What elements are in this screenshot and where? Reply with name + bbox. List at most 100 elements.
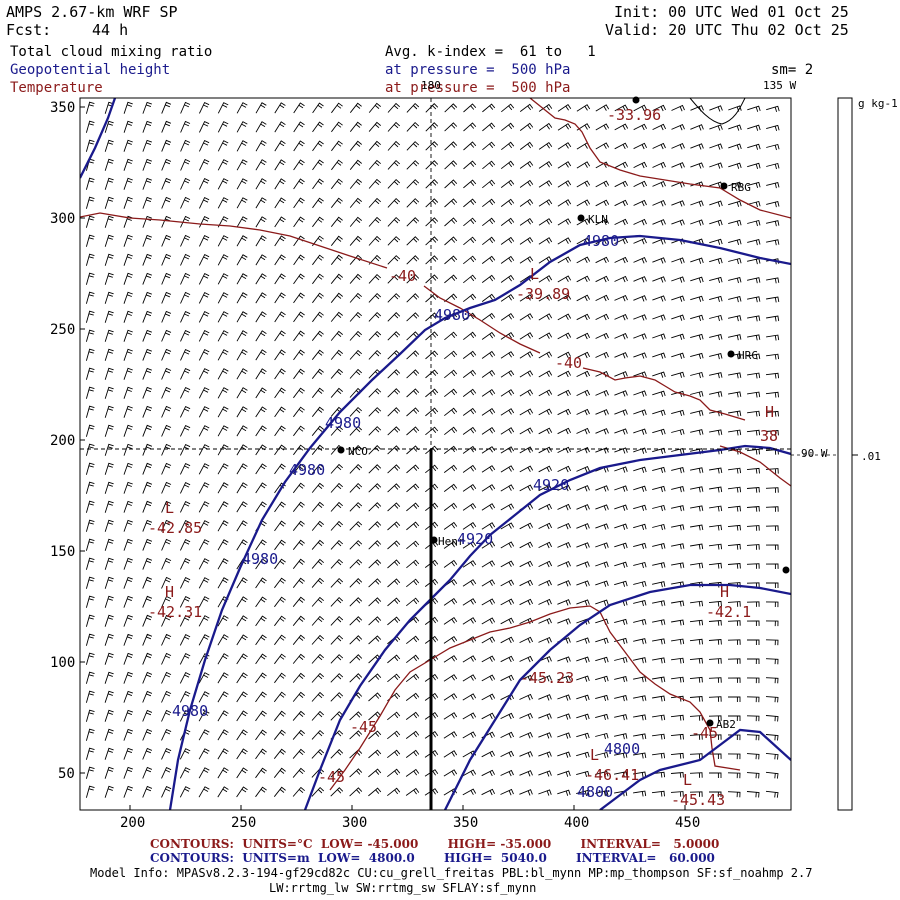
wind-barb [443,693,458,701]
wind-barb [217,463,229,475]
wind-barb [236,634,248,646]
wind-barb [690,314,704,322]
wind-barb [633,523,647,531]
wind-barb [217,577,229,589]
wind-barb [614,676,628,683]
wind-barb [368,216,381,227]
wind-barb [746,525,760,531]
wind-barb [671,162,685,169]
wind-barb [85,215,95,228]
wind-barb [85,443,95,456]
wind-barb [236,197,248,209]
wind-barb [293,197,305,209]
wind-barb [633,390,647,397]
wind-barb [727,486,742,493]
wind-barb [709,334,723,341]
wind-barb [576,104,591,112]
wind-barb [576,561,590,568]
wind-barb [330,539,343,550]
wind-barb [444,350,458,360]
wind-barb [217,406,229,418]
wind-barb [728,372,742,379]
wind-barb [349,425,363,436]
wind-barb [406,597,420,607]
wind-barb [671,562,685,569]
wind-barb [519,579,534,587]
wind-barb [406,540,420,550]
wind-barb [728,715,741,722]
wind-barb [576,523,590,530]
wind-barb [312,197,324,209]
wind-barb [538,180,553,188]
wind-barb [406,407,420,417]
wind-barb [690,486,704,493]
wind-barb [633,714,647,721]
wind-barb [406,255,420,265]
valid-time: Valid: 20 UTC Thu 02 Oct 25 [605,21,849,39]
wind-barb [633,447,647,454]
wind-barb [500,427,515,435]
wind-barb [293,425,305,437]
wind-barb [387,121,401,132]
wind-barb [481,579,496,587]
wind-barb [179,519,191,532]
wind-barb [595,390,609,397]
wind-barb [727,620,741,626]
wind-barb [274,558,286,570]
wind-barb [538,675,552,682]
wind-barb [217,729,229,741]
temp-label: 38 [760,427,779,445]
wind-barb [217,235,229,247]
wind-barb [614,523,628,530]
extremum-marker: L [590,746,600,764]
forecast-value: 44 h [92,21,129,39]
wind-barb [142,424,153,437]
wind-barb [424,692,439,701]
wind-barb [274,520,286,532]
wind-barb [349,197,362,208]
wind-barb [179,786,191,798]
wind-barb [330,749,344,759]
wind-barb [236,292,248,304]
wind-barb [217,520,229,532]
wind-barb [255,425,267,437]
wind-barb [85,253,95,266]
wind-barb [708,677,722,683]
wind-barb [709,219,723,226]
height-label: 4920 [533,476,570,494]
wind-barb [85,367,95,380]
wind-barb [633,428,647,435]
wind-barb [765,391,779,398]
wind-barb [217,387,229,399]
wind-barb [387,464,401,474]
wind-barb [198,672,210,684]
wind-barb [557,542,571,549]
wind-barb [142,101,152,114]
wind-barb [538,332,553,340]
wind-barb [274,311,286,323]
wind-barb [463,141,477,151]
wind-barb [274,102,286,114]
wind-barb [405,673,420,683]
wind-barb [198,501,210,513]
wind-barb [142,652,153,665]
wind-barb [443,769,458,777]
wind-barb [462,693,477,701]
wind-barb [311,558,324,569]
wind-barb [425,312,439,322]
wind-barb [424,616,439,625]
wind-barb [689,619,704,626]
wind-barb [292,653,305,664]
wind-barb [274,672,286,684]
wind-barb [746,448,760,455]
wind-barb [142,234,152,247]
wind-barb [217,254,229,266]
wind-barb [481,674,496,682]
wind-barb [462,655,477,663]
wind-barb [652,181,666,188]
wind-barb [519,751,533,758]
wind-barb [671,314,685,321]
wind-barb [595,218,609,226]
wind-barb [330,349,343,360]
wind-barb [85,500,95,513]
